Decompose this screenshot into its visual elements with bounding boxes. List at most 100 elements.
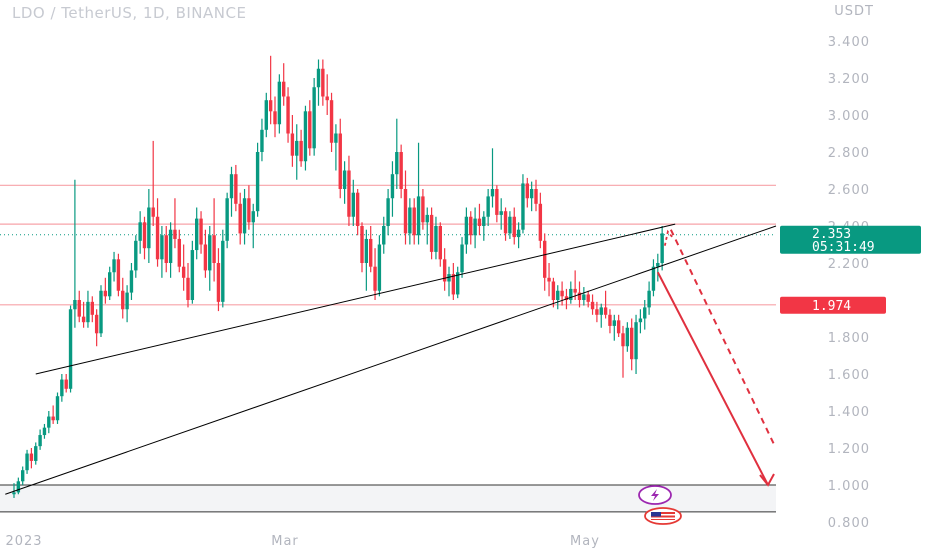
projection-arrowhead bbox=[759, 473, 775, 487]
candle-body bbox=[121, 290, 125, 310]
candle bbox=[164, 226, 168, 273]
trendline-upper bbox=[35, 223, 676, 375]
candle bbox=[134, 235, 138, 278]
candle-body bbox=[495, 189, 499, 215]
candle bbox=[434, 216, 438, 260]
candle bbox=[647, 281, 651, 315]
candle bbox=[121, 277, 125, 319]
candle-body bbox=[264, 100, 268, 130]
candle-body bbox=[660, 233, 664, 263]
candle-body bbox=[173, 229, 177, 239]
us-flag-icon[interactable] bbox=[644, 507, 682, 525]
candle bbox=[38, 429, 42, 450]
candle bbox=[203, 229, 208, 278]
candle bbox=[81, 301, 86, 328]
candle-body bbox=[90, 301, 94, 315]
candle-body bbox=[221, 240, 225, 302]
candle-body bbox=[116, 259, 121, 291]
candle bbox=[329, 92, 334, 152]
candle bbox=[73, 179, 77, 328]
candle-body bbox=[508, 216, 512, 234]
candle bbox=[369, 226, 373, 273]
candle bbox=[543, 233, 547, 291]
candle-body bbox=[94, 314, 99, 334]
candle bbox=[603, 290, 608, 319]
candle-body bbox=[199, 218, 203, 245]
candle bbox=[438, 222, 442, 267]
candle bbox=[355, 189, 360, 236]
candle bbox=[112, 251, 116, 282]
lightning-icon[interactable] bbox=[638, 485, 672, 505]
candle bbox=[55, 392, 60, 424]
candle-body bbox=[590, 301, 595, 310]
candle bbox=[155, 198, 160, 267]
candle bbox=[342, 161, 347, 204]
candle bbox=[451, 263, 456, 300]
candle-body bbox=[282, 81, 286, 97]
candle bbox=[421, 189, 425, 230]
candle bbox=[12, 483, 16, 498]
candle bbox=[447, 266, 451, 297]
candle-body bbox=[64, 379, 68, 389]
candle bbox=[316, 59, 321, 106]
candle-body bbox=[429, 214, 434, 252]
marked-price-badge-bg bbox=[780, 296, 886, 314]
candle bbox=[290, 115, 295, 167]
candle bbox=[338, 118, 342, 199]
candle-body bbox=[603, 307, 608, 315]
chart-title: LDO / TetherUS, 1D, BINANCE bbox=[12, 4, 247, 22]
candle bbox=[490, 148, 495, 208]
candle bbox=[508, 211, 512, 239]
candle bbox=[138, 211, 142, 254]
countdown-value: 05:31:49 bbox=[812, 240, 875, 255]
candle-body bbox=[195, 218, 199, 251]
candle-body bbox=[142, 222, 147, 249]
candle bbox=[77, 290, 81, 323]
candle-body bbox=[403, 189, 408, 234]
candle bbox=[551, 277, 556, 308]
candle-body bbox=[434, 226, 438, 252]
candle-body bbox=[134, 240, 138, 271]
candle-body bbox=[547, 277, 551, 282]
candle-body bbox=[486, 196, 490, 217]
candle bbox=[499, 198, 503, 230]
candle-body bbox=[125, 292, 129, 310]
candle-body bbox=[582, 294, 586, 300]
candle bbox=[242, 189, 247, 245]
candle bbox=[599, 303, 603, 328]
currency-label: USDT bbox=[834, 4, 874, 19]
candle bbox=[94, 309, 99, 347]
candle bbox=[660, 226, 664, 271]
candle-body bbox=[325, 96, 329, 101]
candle-body bbox=[416, 196, 421, 236]
candle-body bbox=[538, 203, 543, 241]
candle bbox=[103, 277, 108, 304]
candle bbox=[469, 211, 473, 245]
candle bbox=[195, 207, 199, 260]
candle bbox=[347, 155, 351, 226]
candle-body bbox=[29, 453, 34, 461]
candle bbox=[234, 164, 238, 212]
candle-body bbox=[586, 294, 590, 302]
candle bbox=[29, 448, 34, 469]
marked-price-badge: 1.974 bbox=[780, 296, 886, 314]
candle-body bbox=[647, 290, 651, 308]
candle-body bbox=[21, 470, 25, 482]
candle bbox=[308, 100, 312, 156]
candle-body bbox=[208, 235, 212, 271]
candle bbox=[643, 300, 647, 330]
candle bbox=[277, 74, 282, 134]
candle bbox=[295, 124, 299, 180]
candle-body bbox=[108, 272, 112, 297]
last-price-badge-bg bbox=[780, 225, 921, 254]
candle-body bbox=[573, 288, 577, 293]
candle bbox=[351, 179, 355, 226]
candle bbox=[21, 466, 25, 485]
candle bbox=[512, 207, 516, 245]
candle bbox=[560, 281, 564, 306]
candle-body bbox=[203, 244, 208, 271]
candle bbox=[630, 318, 634, 371]
candle bbox=[303, 105, 308, 171]
candle-body bbox=[608, 314, 612, 326]
